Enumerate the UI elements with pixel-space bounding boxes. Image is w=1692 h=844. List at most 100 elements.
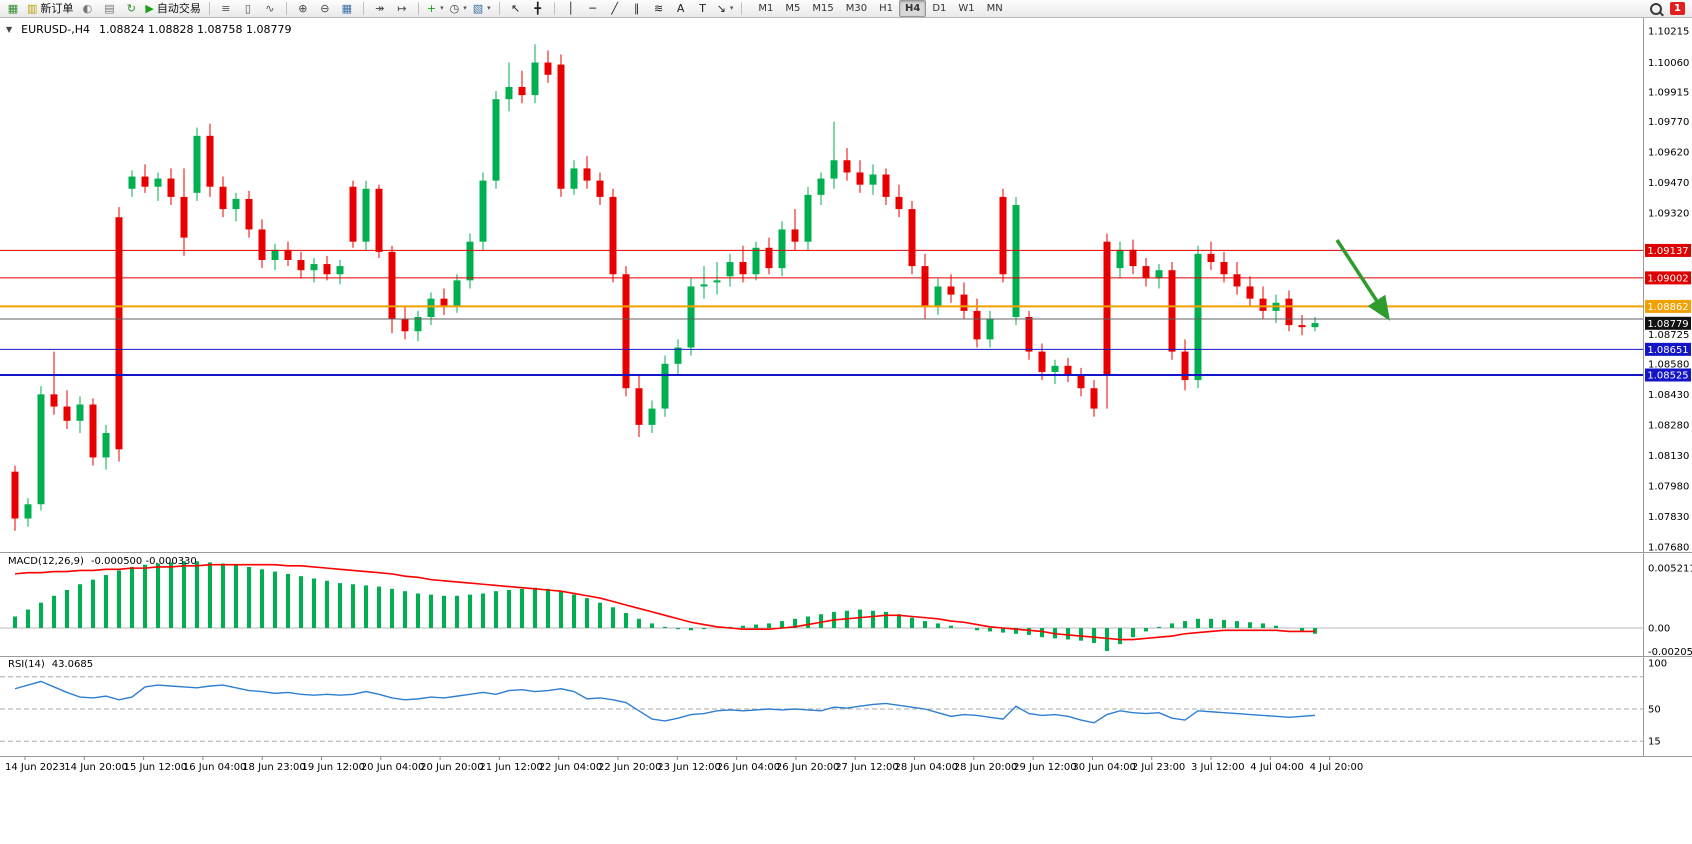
- time-tick-label: 16 Jun 04:00: [183, 762, 247, 773]
- periods-button[interactable]: ◷ ▾: [448, 1, 469, 16]
- timeframe-h1-button[interactable]: H1: [879, 3, 893, 14]
- timeframe-h4-button[interactable]: H4: [899, 0, 927, 17]
- trendline-button[interactable]: ╱: [605, 1, 625, 16]
- label-button[interactable]: T: [693, 1, 713, 16]
- toolbar-right: 1: [1650, 2, 1689, 15]
- zoom-out-button[interactable]: ⊖: [315, 1, 335, 16]
- timeframe-m1-button[interactable]: M1: [758, 3, 774, 14]
- auto-scroll-button[interactable]: ↠: [370, 1, 390, 16]
- timeframe-mn-button[interactable]: MN: [986, 3, 1003, 14]
- indicators-button[interactable]: + ▾: [425, 1, 446, 16]
- line-chart-button[interactable]: ∿: [260, 1, 280, 16]
- new-order-icon: ▥: [27, 2, 38, 15]
- price-tick-label: 1.08725: [1648, 330, 1689, 341]
- macd-signal-line: [14, 563, 1315, 641]
- time-tick-label: 30 Jun 04:00: [1072, 762, 1136, 773]
- price-tick-label: 1.10060: [1648, 58, 1689, 69]
- arrows-button[interactable]: ↘ ▾: [715, 1, 736, 16]
- timeframe-m15-button[interactable]: M15: [812, 3, 834, 14]
- price-tag-label: 1.08525: [1647, 371, 1688, 382]
- periods-dropdown-icon[interactable]: ▾: [463, 4, 467, 12]
- price-tick-label: 1.09620: [1648, 148, 1689, 159]
- notification-badge[interactable]: 1: [1670, 2, 1685, 15]
- rsi-value: 43.0685: [51, 659, 94, 670]
- arrows-icon: ↘: [716, 2, 726, 15]
- time-tick-label: 26 Jun 20:00: [776, 762, 840, 773]
- new-chart-button[interactable]: ▦: [3, 1, 23, 16]
- macd-name: MACD(12,26,9): [8, 556, 84, 567]
- fibonacci-icon: ≋: [654, 2, 664, 15]
- rsi-panel: [0, 676, 1643, 742]
- templates-dropdown-icon[interactable]: ▾: [487, 4, 491, 12]
- time-tick-label: 22 Jun 04:00: [539, 762, 603, 773]
- new-order-button[interactable]: ▥ 新订单: [25, 1, 75, 16]
- templates-icon: ▧: [472, 2, 484, 15]
- arrow-object[interactable]: [1335, 239, 1390, 321]
- timeframe-d1-button[interactable]: D1: [932, 3, 947, 14]
- crosshair-button[interactable]: ╋: [528, 1, 548, 16]
- indicators-dropdown-icon[interactable]: ▾: [440, 4, 444, 12]
- horizontal-line-button[interactable]: ─: [583, 1, 603, 16]
- search-icon[interactable]: [1650, 2, 1662, 15]
- refresh-button[interactable]: ↻: [121, 1, 141, 16]
- auto-trading-icon: ▶: [145, 2, 154, 15]
- price-tag: [1645, 299, 1691, 313]
- panel-separators: [0, 18, 1692, 757]
- price-axis[interactable]: 1.10215 1.10060 1.09915 1.09770 1.09620 1.094…: [1645, 27, 1691, 554]
- price-tick-label: 1.09770: [1648, 117, 1689, 128]
- print-button[interactable]: ▤: [99, 1, 119, 16]
- time-tick-label: 20 Jun 04:00: [361, 762, 425, 773]
- toolbar: ▦ ▥ 新订单 ◐ ▤ ↻ ▶ 自动交易 ≡ ▯ ∿ ⊕ ⊖ ▦ ↠ ↦ + ▾ ◷ ▾ ▧ ▾ ↖ ╋ │ ─ ╱ ∥ ≋ A T ↘ ▾ M…: [0, 0, 1692, 18]
- fibonacci-button[interactable]: ≋: [649, 1, 669, 16]
- chart-shift-button[interactable]: ↦: [392, 1, 412, 16]
- candlestick-chart-button[interactable]: ▯: [238, 1, 258, 16]
- chart-plot-area[interactable]: [0, 18, 1643, 757]
- time-tick-label: 23 Jun 12:00: [657, 762, 721, 773]
- new-chart-icon: ▦: [7, 2, 19, 15]
- tile-windows-button[interactable]: ▦: [337, 1, 357, 16]
- price-tick-label: 1.07980: [1648, 481, 1689, 492]
- rsi-axis[interactable]: 100 50 15: [1648, 659, 1667, 748]
- templates-button[interactable]: ▧ ▾: [471, 1, 493, 16]
- price-tick-label: 1.07680: [1648, 543, 1689, 554]
- bar-chart-button[interactable]: ≡: [216, 1, 236, 16]
- channel-icon: ∥: [633, 2, 640, 15]
- time-tick-label: 29 Jun 12:00: [1013, 762, 1077, 773]
- time-tick-label: 15 Jun 12:00: [124, 762, 188, 773]
- rsi-tick-label: 15: [1648, 737, 1661, 748]
- text-button[interactable]: A: [671, 1, 691, 16]
- toolbar-separator: [741, 2, 743, 15]
- price-tick-label: 1.09320: [1648, 209, 1689, 220]
- cursor-button[interactable]: ↖: [506, 1, 526, 16]
- profiles-button[interactable]: ◐: [77, 1, 97, 16]
- channel-button[interactable]: ∥: [627, 1, 647, 16]
- timeframe-w1-button[interactable]: W1: [958, 3, 975, 14]
- toolbar-buttons: ▦ ▥ 新订单 ◐ ▤ ↻ ▶ 自动交易 ≡ ▯ ∿ ⊕ ⊖ ▦ ↠ ↦ + ▾ ◷ ▾ ▧ ▾ ↖ ╋ │ ─ ╱ ∥ ≋ A T ↘ ▾: [3, 1, 746, 16]
- time-tick-label: 21 Jun 12:00: [479, 762, 543, 773]
- time-tick-label: 14 Jun 2023: [5, 762, 65, 773]
- time-tick-label: 2 Jul 23:00: [1132, 762, 1186, 773]
- print-icon: ▤: [104, 2, 115, 15]
- time-tick-label: 26 Jun 04:00: [717, 762, 781, 773]
- macd-axis[interactable]: 0.005211 0.00 -0.00205: [1648, 564, 1692, 659]
- vertical-line-button[interactable]: │: [561, 1, 581, 16]
- price-tick-label: 1.08130: [1648, 451, 1689, 462]
- toolbar-separator: [553, 2, 555, 15]
- chart-collapse-icon[interactable]: ▼: [6, 25, 13, 34]
- trendline-icon: ╱: [611, 2, 618, 15]
- time-tick-label: 3 Jul 12:00: [1191, 762, 1245, 773]
- price-tag: [1645, 368, 1691, 382]
- toolbar-separator: [362, 2, 364, 15]
- auto-trading-button[interactable]: ▶ 自动交易: [143, 1, 202, 16]
- arrows-dropdown-icon[interactable]: ▾: [729, 4, 734, 12]
- timeframe-m5-button[interactable]: M5: [785, 3, 801, 14]
- zoom-in-button[interactable]: ⊕: [293, 1, 313, 16]
- time-tick-label: 22 Jun 20:00: [598, 762, 662, 773]
- time-tick-label: 4 Jul 20:00: [1310, 762, 1364, 773]
- rsi-tick-label: 100: [1648, 659, 1667, 670]
- timeframe-m30-button[interactable]: M30: [845, 3, 868, 14]
- auto-trading-button-label: 自动交易: [156, 2, 201, 15]
- price-tag-label: 1.08779: [1647, 319, 1688, 330]
